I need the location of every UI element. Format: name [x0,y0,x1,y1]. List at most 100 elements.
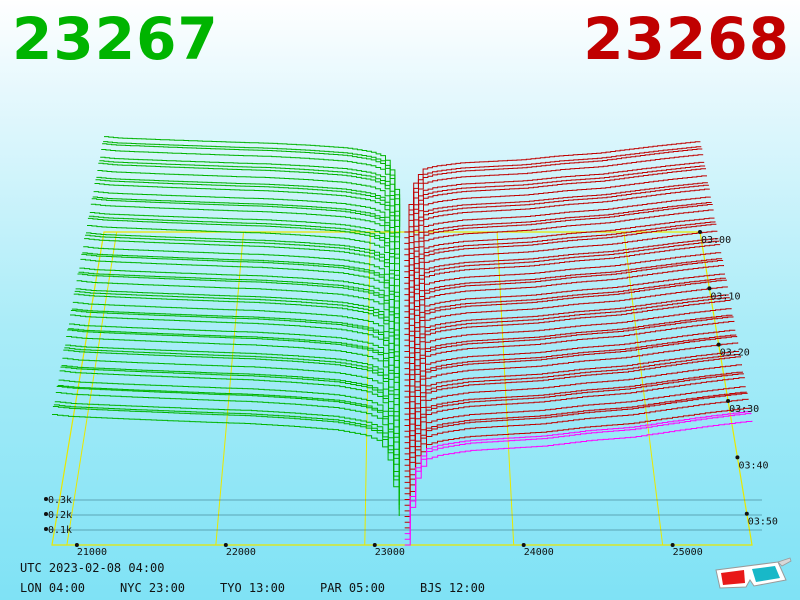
bid-price: 23267 [12,5,219,73]
ask-depth-line [404,391,747,512]
ask-depth-line [404,258,723,364]
bid-depth-line [101,149,401,227]
bid-depth-line [73,293,400,388]
bid-depth-line [84,238,400,327]
ask-depth-line [404,398,749,523]
ask-depth-line [404,161,705,256]
bid-depth-line [59,370,400,471]
ask-depth-line [404,350,740,466]
ask-depth-line [404,182,708,278]
bid-depth-line [103,141,401,217]
ask-depth-line [404,244,721,352]
bid-depth-line [87,225,400,311]
timezone-bjs: BJS 12:00 [420,581,486,595]
bid-depth-line [93,191,400,272]
bid-depth-line [52,414,400,516]
bid-depth-line [69,323,400,417]
time-tick-label: 03:00 [701,235,731,246]
bid-depth-line [53,404,400,505]
ask-depth-line [404,188,710,290]
bid-depth-line [67,329,400,427]
bid-depth-line [74,290,400,383]
ask-depth-line [404,265,724,375]
ask-depth-line [404,336,738,455]
bid-depth-line [60,366,400,466]
x-tick-label: 21000 [77,547,107,558]
time-tick-dot [716,342,721,347]
bid-depth-line [54,401,400,500]
ask-depth-line [404,407,750,529]
y-tick-label: 0.1k [48,525,72,536]
bid-depth-line [80,258,400,349]
bid-depth-line [66,336,400,433]
ask-depth-line [404,238,719,341]
ask-depth-line [404,308,732,421]
bid-depth-line [79,267,400,356]
x-tick-label: 25000 [673,547,703,558]
ask-depth-line [404,411,751,535]
bid-depth-line [88,215,400,300]
ask-depth-line [404,204,713,307]
bid-depth-line [56,386,400,488]
ask-depth-line [404,217,715,318]
bid-depth-line [94,183,400,266]
ask-depth-line [404,260,724,370]
ask-depth-line [404,146,702,239]
x-tick-dot [372,543,377,547]
bid-depth-line [64,347,400,444]
bid-depth-line [99,160,401,239]
timezone-tyo: TYO 13:00 [220,581,286,595]
bid-depth-line [77,273,400,366]
bid-depth-line [70,314,400,410]
ask-depth-line [404,184,709,284]
bid-depth-line [89,212,400,294]
time-tick-label: 03:50 [748,517,778,528]
ask-depth-line [404,221,716,324]
ask-depth-line [404,316,734,432]
utc-timestamp: UTC 2023-02-08 04:00 [20,561,165,575]
ask-depth-line [404,154,704,250]
ask-depth-line [404,175,707,273]
time-tick-dot [726,399,731,404]
time-tick-label: 03:10 [710,291,740,302]
ask-depth-line [404,209,714,313]
bid-depth-line [81,253,400,344]
x-tick-label: 23000 [375,547,405,558]
ask-depth-line [404,420,753,546]
bid-depth-line [78,271,400,361]
ask-depth-line [404,294,729,404]
ask-depth-line [404,279,727,392]
bid-depth-line [68,328,400,422]
ask-depth-line [404,223,717,330]
bid-depth-line [98,162,400,244]
bid-depth-line [62,357,400,455]
bid-depth-line [91,198,400,283]
ask-price: 23268 [583,5,790,73]
x-tick-label: 24000 [524,547,554,558]
bid-depth-line [72,301,400,394]
bid-depth-line [100,156,401,234]
ask-depth-line [404,165,706,261]
ask-depth-line [404,240,720,347]
ask-depth-line [404,202,712,301]
x-tick-label: 22000 [226,547,256,558]
x-tick-dot [223,543,228,547]
bid-depth-line [97,170,400,250]
ask-depth-line [404,364,742,483]
ask-depth-line [404,230,718,335]
bid-depth-line [83,246,400,333]
bid-depth-line [71,308,400,400]
ask-depth-line [404,196,711,296]
3d-glasses-icon[interactable] [712,556,792,592]
ask-depth-line [404,286,728,398]
grid-line-x [623,231,664,546]
ask-depth-line [404,386,746,506]
ask-depth-line [404,373,744,495]
y-tick-dot [44,527,48,531]
chart-series [52,136,753,546]
bid-depth-line [57,385,400,483]
bid-depth-line [61,365,400,461]
ask-depth-line [404,371,743,489]
ask-depth-line [404,412,752,540]
